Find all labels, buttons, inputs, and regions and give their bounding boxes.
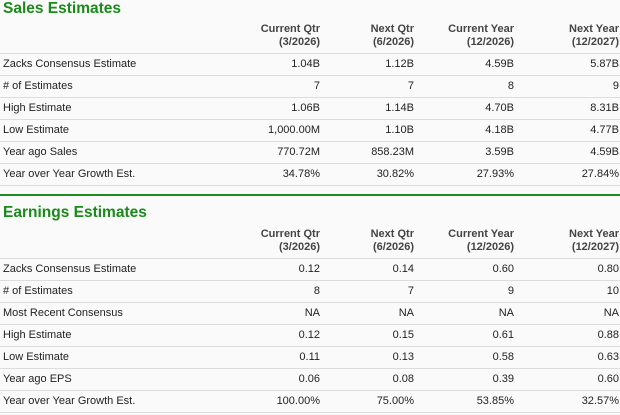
header-next-qtr: Next Qtr (6/2026): [321, 19, 415, 54]
cell-value: 0.11: [220, 346, 321, 369]
cell-value: 0.39: [415, 368, 515, 391]
cell-value: 0.60: [515, 368, 620, 391]
cell-value: 100.00%: [220, 390, 321, 413]
header-next-year: Next Year (12/2027): [515, 19, 620, 54]
cell-value: 8.31B: [515, 97, 620, 120]
cell-value: 0.14: [321, 258, 415, 281]
header-current-year: Current Year (12/2026): [415, 19, 515, 54]
header-next-year: Next Year (12/2027): [515, 224, 620, 259]
table-row: Most Recent Consensus NA NA NA NA: [0, 302, 620, 325]
header-current-year: Current Year (12/2026): [415, 224, 515, 259]
cell-value: 0.61: [415, 324, 515, 347]
table-row: # of Estimates 7 7 8 9: [0, 75, 620, 98]
row-label: Most Recent Consensus: [0, 302, 220, 325]
cell-value: 1,000.00M: [220, 119, 321, 142]
cell-value: 34.78%: [220, 163, 321, 186]
table-row: Year ago EPS 0.06 0.08 0.39 0.60: [0, 368, 620, 391]
cell-value: 4.59B: [415, 53, 515, 76]
header-current-qtr: Current Qtr (3/2026): [220, 224, 321, 259]
cell-value: 0.63: [515, 346, 620, 369]
cell-value: 5.87B: [515, 53, 620, 76]
row-label: # of Estimates: [0, 280, 220, 303]
table-row: # of Estimates 8 7 9 10: [0, 280, 620, 303]
header-next-qtr: Next Qtr (6/2026): [321, 224, 415, 259]
cell-value: 27.84%: [515, 163, 620, 186]
cell-value: 7: [321, 75, 415, 98]
earnings-estimates-title: Earnings Estimates: [3, 204, 147, 221]
earnings-estimates-section: Earnings Estimates Current Qtr (3/2026) N…: [0, 202, 620, 413]
section-divider: [0, 194, 620, 196]
row-label: Zacks Consensus Estimate: [0, 258, 220, 281]
cell-value: 0.12: [220, 324, 321, 347]
cell-value: NA: [415, 302, 515, 325]
cell-value: 0.08: [321, 368, 415, 391]
cell-value: 3.59B: [415, 141, 515, 164]
cell-value: NA: [515, 302, 620, 325]
cell-value: 8: [415, 75, 515, 98]
cell-value: 10: [515, 280, 620, 303]
row-label: Low Estimate: [0, 346, 220, 369]
cell-value: 0.58: [415, 346, 515, 369]
sales-estimates-title: Sales Estimates: [3, 0, 122, 17]
cell-value: 0.80: [515, 258, 620, 281]
table-row: Zacks Consensus Estimate 1.04B 1.12B 4.5…: [0, 53, 620, 76]
earnings-estimates-table: Current Qtr (3/2026) Next Qtr (6/2026) Cur…: [0, 224, 620, 413]
cell-value: 7: [321, 280, 415, 303]
row-label: High Estimate: [0, 324, 220, 347]
table-header-row: Current Qtr (3/2026) Next Qtr (6/2026) Cur…: [0, 224, 620, 259]
table-row: Low Estimate 0.11 0.13 0.58 0.63: [0, 346, 620, 369]
row-label: Year over Year Growth Est.: [0, 163, 220, 186]
cell-value: 32.57%: [515, 390, 620, 413]
cell-value: 1.10B: [321, 119, 415, 142]
cell-value: 858.23M: [321, 141, 415, 164]
table-row: Year over Year Growth Est. 100.00% 75.00…: [0, 390, 620, 413]
table-row: Zacks Consensus Estimate 0.12 0.14 0.60 …: [0, 258, 620, 281]
cell-value: 0.12: [220, 258, 321, 281]
cell-value: 770.72M: [220, 141, 321, 164]
cell-value: 0.15: [321, 324, 415, 347]
cell-value: 9: [415, 280, 515, 303]
row-label: High Estimate: [0, 97, 220, 120]
table-row: Year over Year Growth Est. 34.78% 30.82%…: [0, 163, 620, 186]
table-row: High Estimate 0.12 0.15 0.61 0.88: [0, 324, 620, 347]
cell-value: 8: [220, 280, 321, 303]
cell-value: NA: [220, 302, 321, 325]
table-row: Year ago Sales 770.72M 858.23M 3.59B 4.5…: [0, 141, 620, 164]
cell-value: 0.13: [321, 346, 415, 369]
row-label: Year over Year Growth Est.: [0, 390, 220, 413]
table-row: High Estimate 1.06B 1.14B 4.70B 8.31B: [0, 97, 620, 120]
cell-value: 0.06: [220, 368, 321, 391]
cell-value: 1.14B: [321, 97, 415, 120]
cell-value: 9: [515, 75, 620, 98]
row-label: Year ago EPS: [0, 368, 220, 391]
row-label: Year ago Sales: [0, 141, 220, 164]
table-header-row: Current Qtr (3/2026) Next Qtr (6/2026) Cur…: [0, 19, 620, 54]
cell-value: 53.85%: [415, 390, 515, 413]
header-current-qtr: Current Qtr (3/2026): [220, 19, 321, 54]
header-label-cell: [0, 19, 220, 54]
row-label: Zacks Consensus Estimate: [0, 53, 220, 76]
cell-value: 4.18B: [415, 119, 515, 142]
cell-value: 4.77B: [515, 119, 620, 142]
cell-value: 0.88: [515, 324, 620, 347]
row-label: Low Estimate: [0, 119, 220, 142]
cell-value: NA: [321, 302, 415, 325]
cell-value: 75.00%: [321, 390, 415, 413]
cell-value: 7: [220, 75, 321, 98]
sales-estimates-table: Current Qtr (3/2026) Next Qtr (6/2026) Cur…: [0, 19, 620, 186]
row-label: # of Estimates: [0, 75, 220, 98]
cell-value: 1.06B: [220, 97, 321, 120]
cell-value: 27.93%: [415, 163, 515, 186]
cell-value: 0.60: [415, 258, 515, 281]
cell-value: 4.59B: [515, 141, 620, 164]
cell-value: 1.04B: [220, 53, 321, 76]
sales-estimates-section: Sales Estimates Current Qtr (3/2026) Next…: [0, 0, 620, 186]
cell-value: 4.70B: [415, 97, 515, 120]
cell-value: 30.82%: [321, 163, 415, 186]
table-row: Low Estimate 1,000.00M 1.10B 4.18B 4.77B: [0, 119, 620, 142]
cell-value: 1.12B: [321, 53, 415, 76]
header-label-cell: [0, 224, 220, 259]
